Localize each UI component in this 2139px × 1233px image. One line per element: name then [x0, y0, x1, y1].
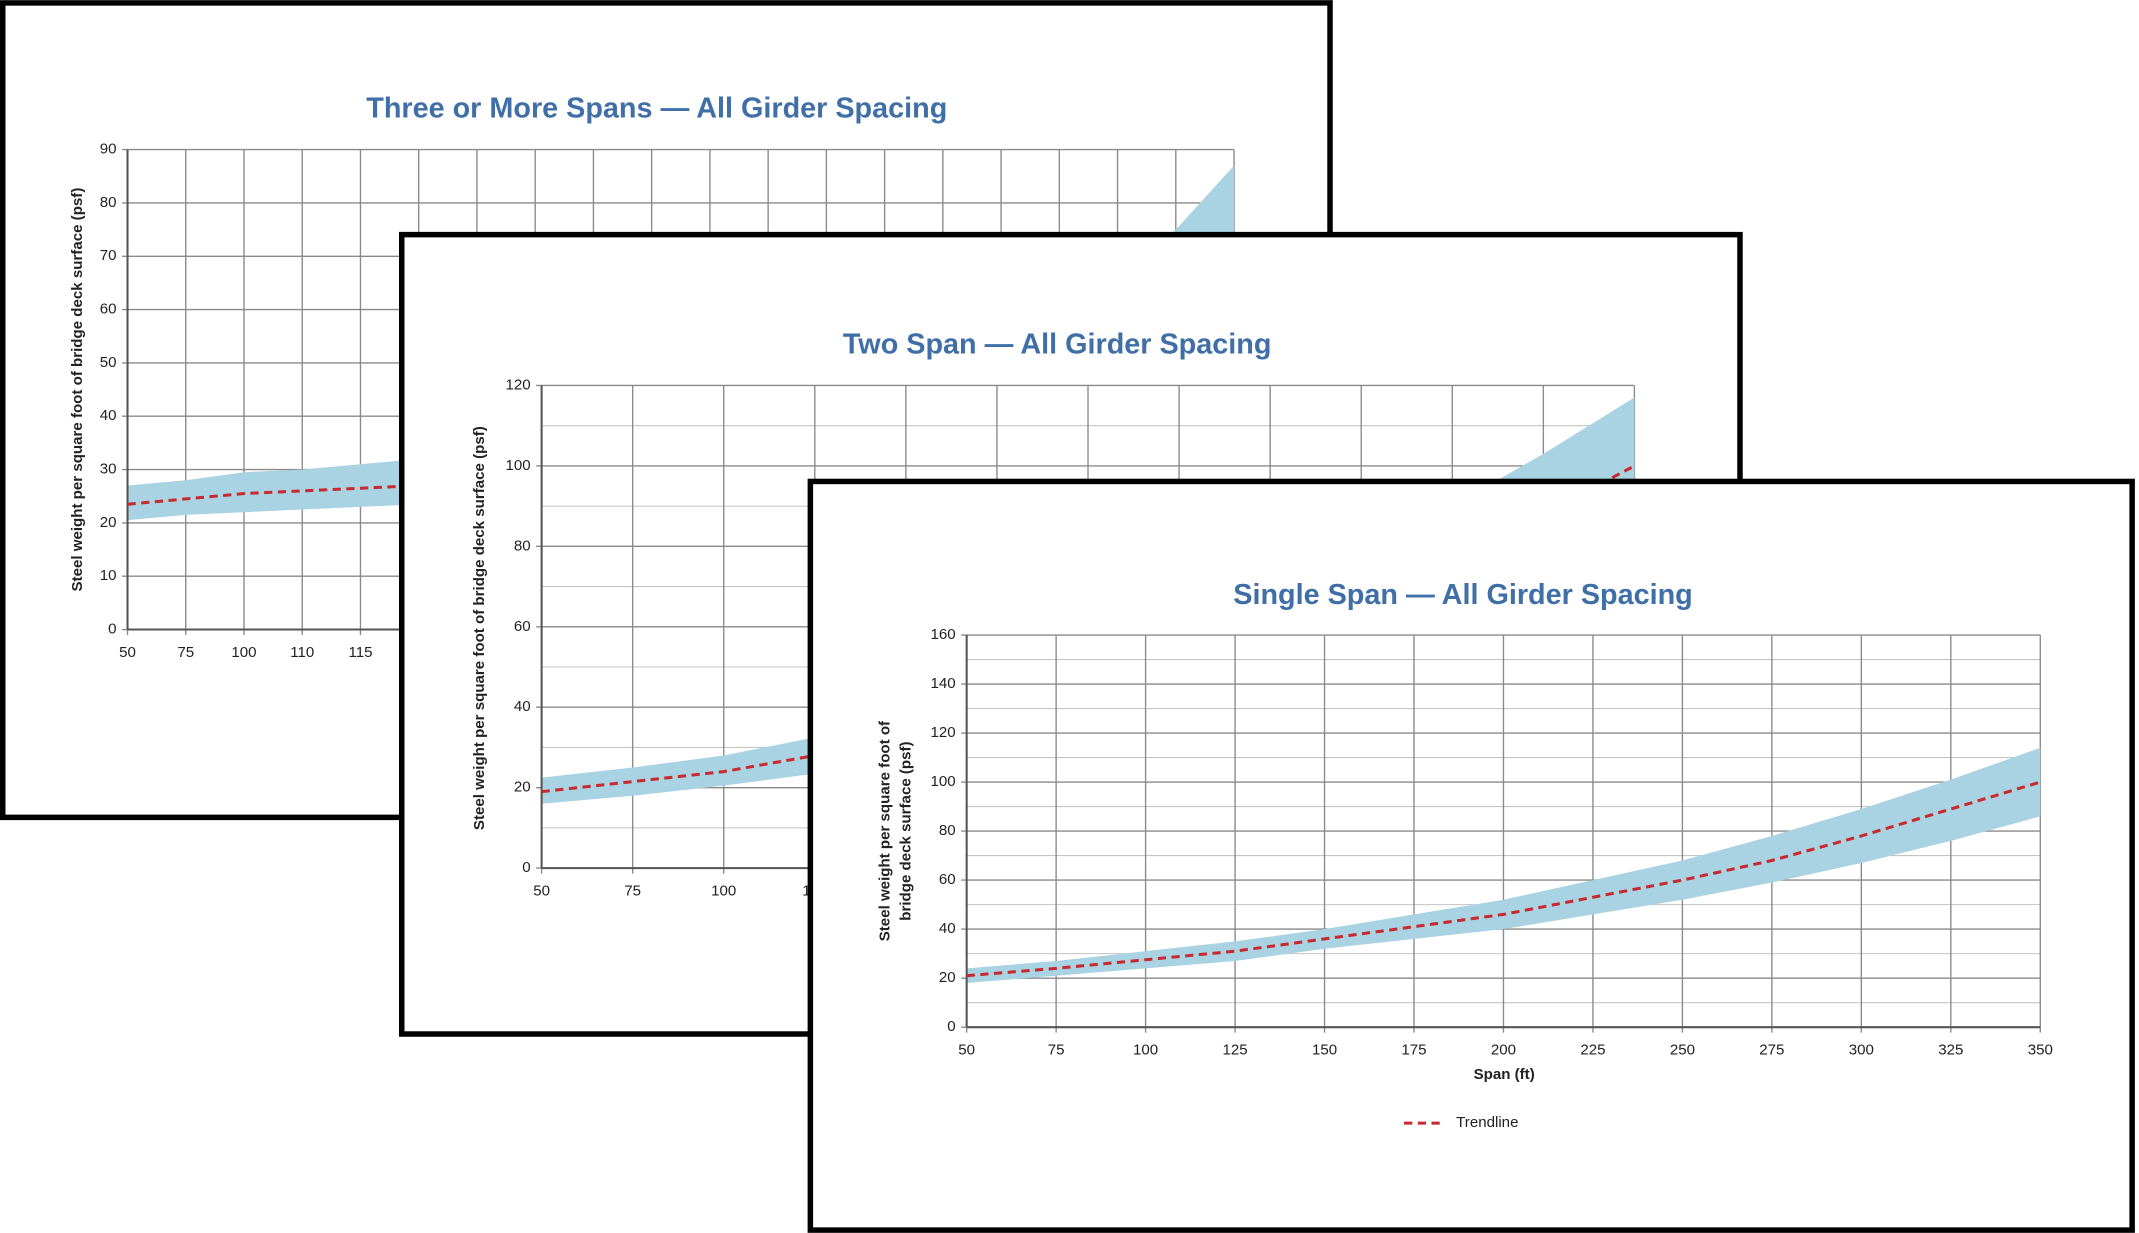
- x-tick-label: 300: [1849, 1041, 1874, 1058]
- y-tick-label: 160: [931, 626, 956, 643]
- x-axis-label: Span (ft): [1474, 1066, 1535, 1083]
- y-tick-label: 30: [100, 461, 117, 478]
- y-axis-label: Steel weight per square foot of bridge d…: [471, 426, 488, 830]
- y-tick-label: 40: [514, 698, 531, 715]
- y-tick-label: 60: [939, 871, 956, 888]
- y-tick-label: 70: [100, 247, 117, 264]
- chart-panel: Single Span — All Girder Spacing 0 20 40 60 8…: [807, 478, 2135, 1233]
- y-tick-label: 80: [514, 537, 531, 554]
- x-tick-label: 250: [1670, 1041, 1695, 1058]
- x-tick-label: 175: [1401, 1041, 1426, 1058]
- x-tick-label: 110: [290, 644, 314, 661]
- y-tick-label: 80: [100, 194, 117, 211]
- x-tick-label: 125: [1222, 1041, 1247, 1058]
- y-tick-label: 60: [514, 618, 531, 635]
- y-tick-label: 80: [939, 822, 956, 839]
- x-tick-label: 200: [1491, 1041, 1516, 1058]
- y-axis-label: Steel weight per square foot of: [877, 720, 894, 941]
- y-tick-label: 20: [514, 779, 531, 796]
- y-axis-label: Steel weight per square foot of bridge d…: [69, 188, 86, 592]
- y-tick-label: 140: [931, 675, 956, 692]
- x-tick-label: 100: [231, 644, 256, 661]
- x-tick-label: 50: [958, 1041, 975, 1058]
- x-tick-label: 75: [177, 644, 194, 661]
- y-tick-label: 100: [931, 773, 956, 790]
- x-tick-label: 225: [1580, 1041, 1605, 1058]
- x-tick-label: 100: [711, 882, 736, 899]
- y-tick-label: 40: [939, 920, 956, 937]
- y-tick-label: 100: [505, 457, 530, 474]
- legend-label: Trendline: [1456, 1114, 1518, 1131]
- y-axis-label: bridge deck surface (psf): [897, 741, 914, 920]
- x-tick-label: 75: [624, 882, 641, 899]
- y-tick-label: 60: [100, 301, 117, 318]
- y-tick-label: 10: [100, 567, 117, 584]
- x-tick-label: 50: [119, 644, 136, 661]
- y-tick-label: 0: [947, 1018, 955, 1035]
- x-tick-label: 275: [1759, 1041, 1784, 1058]
- y-tick-label: 20: [939, 969, 956, 986]
- y-tick-label: 50: [100, 354, 117, 371]
- x-tick-label: 350: [2028, 1041, 2053, 1058]
- chart-title: Three or More Spans — All Girder Spacing: [366, 92, 947, 124]
- y-tick-label: 0: [522, 859, 530, 876]
- x-tick-label: 75: [1048, 1041, 1065, 1058]
- y-tick-label: 0: [108, 621, 116, 638]
- x-tick-label: 100: [1133, 1041, 1158, 1058]
- x-tick-label: 150: [1312, 1041, 1337, 1058]
- chart-title: Single Span — All Girder Spacing: [1233, 579, 1693, 611]
- x-tick-label: 115: [348, 644, 372, 661]
- y-tick-label: 120: [505, 376, 530, 393]
- y-tick-label: 20: [100, 514, 117, 531]
- x-tick-label: 325: [1938, 1041, 1963, 1058]
- x-tick-label: 50: [533, 882, 550, 899]
- range-band: [966, 747, 2041, 984]
- y-tick-label: 120: [931, 724, 956, 741]
- trend-line: [966, 780, 2041, 978]
- y-tick-label: 40: [100, 407, 117, 424]
- y-tick-label: 90: [100, 141, 117, 158]
- chart-title: Two Span — All Girder Spacing: [843, 328, 1272, 360]
